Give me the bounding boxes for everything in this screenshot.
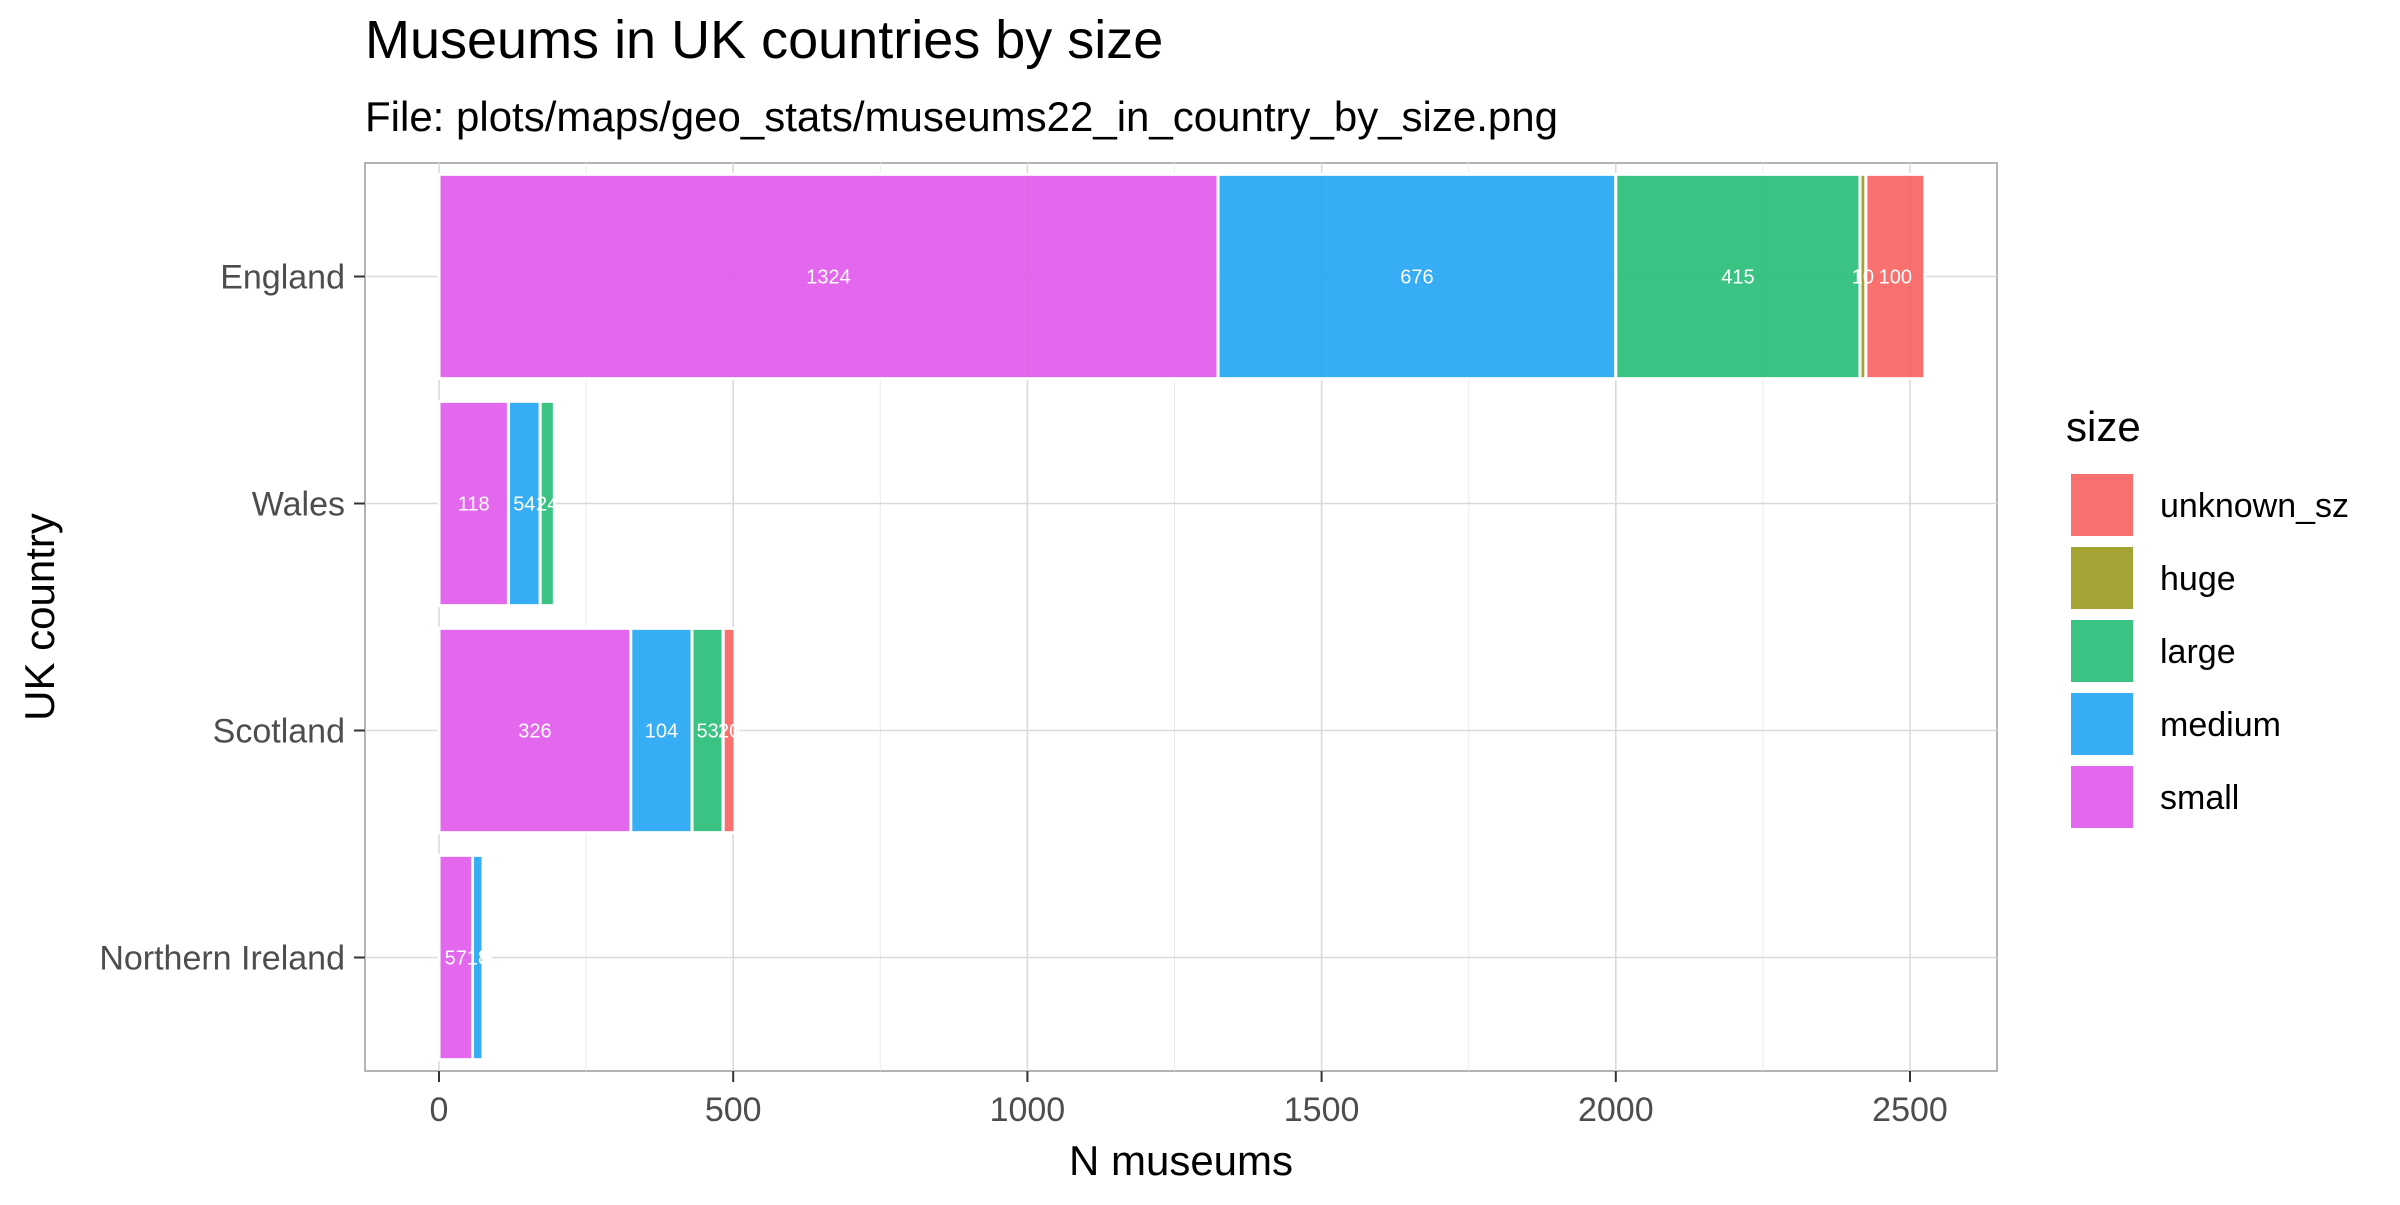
legend-title: size <box>2066 403 2141 450</box>
bar-unknown_sz <box>1864 172 1927 381</box>
bar-value-label: 118 <box>458 494 490 516</box>
bar-value-label: 18 <box>467 948 489 970</box>
legend-key-medium <box>2071 693 2133 755</box>
legend-key-large <box>2071 620 2133 682</box>
bar-small <box>437 853 475 1062</box>
y-tick-label: England <box>220 259 345 297</box>
bar-medium <box>1216 172 1618 381</box>
x-tick-label: 2500 <box>1872 1091 1948 1129</box>
bar-value-label: 100 <box>1879 267 1912 289</box>
y-axis-title: UK country <box>16 513 63 721</box>
bar-value-label: 676 <box>1400 267 1433 289</box>
legend-label-large: large <box>2160 633 2236 671</box>
x-tick-label: 500 <box>705 1091 762 1129</box>
bar-large <box>1614 172 1862 381</box>
bar-medium <box>629 626 694 835</box>
legend-label-unknown_sz: unknown_sz <box>2160 487 2349 525</box>
legend-key-huge <box>2071 547 2133 609</box>
bar-value-label: 24 <box>536 494 558 516</box>
y-axis: England Wales Scotland Northern Ireland <box>99 259 365 978</box>
x-tick-label: 1000 <box>990 1091 1066 1129</box>
bar-unknown_sz <box>484 853 491 1062</box>
legend-key-unknown_sz <box>2071 474 2133 536</box>
x-tick-label: 0 <box>430 1091 449 1129</box>
legend-label-small: small <box>2160 779 2239 817</box>
bar-value-label: 1324 <box>806 267 851 289</box>
legend-key-small <box>2071 766 2133 828</box>
y-tick-label: Northern Ireland <box>99 940 345 978</box>
bar-large <box>690 626 725 835</box>
bar-value-label: 53 <box>696 721 718 743</box>
bar-unknown_sz <box>721 626 737 835</box>
x-tick-label: 2000 <box>1578 1091 1654 1129</box>
bars <box>437 172 1927 1062</box>
x-tick-label: 1500 <box>1284 1091 1360 1129</box>
bar-value-label: 5 <box>479 948 490 970</box>
bar-value-label: 104 <box>645 721 678 743</box>
legend-label-huge: huge <box>2160 560 2236 598</box>
bar-value-label: 54 <box>513 494 535 516</box>
bar-value-label: 10 <box>1852 267 1874 289</box>
x-axis: 0 500 1000 1500 2000 2500 <box>430 1071 1948 1129</box>
bar-small <box>437 172 1220 381</box>
legend-label-medium: medium <box>2160 706 2281 744</box>
bar-large <box>538 399 556 608</box>
chart-title: Museums in UK countries by size <box>365 10 1163 70</box>
plot-panel <box>364 162 1998 1072</box>
bar-value-label: 415 <box>1721 267 1754 289</box>
bar-value-label: 5 <box>482 948 493 970</box>
chart-subtitle: File: plots/maps/geo_stats/museums22_in_… <box>365 93 1558 140</box>
x-axis-title: N museums <box>1069 1137 1293 1184</box>
y-tick-label: Scotland <box>213 713 345 751</box>
bar-value-label: 326 <box>518 721 551 743</box>
y-tick-label: Wales <box>252 486 345 524</box>
bar-value-label: 20 <box>718 721 740 743</box>
bar-value-label: 57 <box>445 948 467 970</box>
